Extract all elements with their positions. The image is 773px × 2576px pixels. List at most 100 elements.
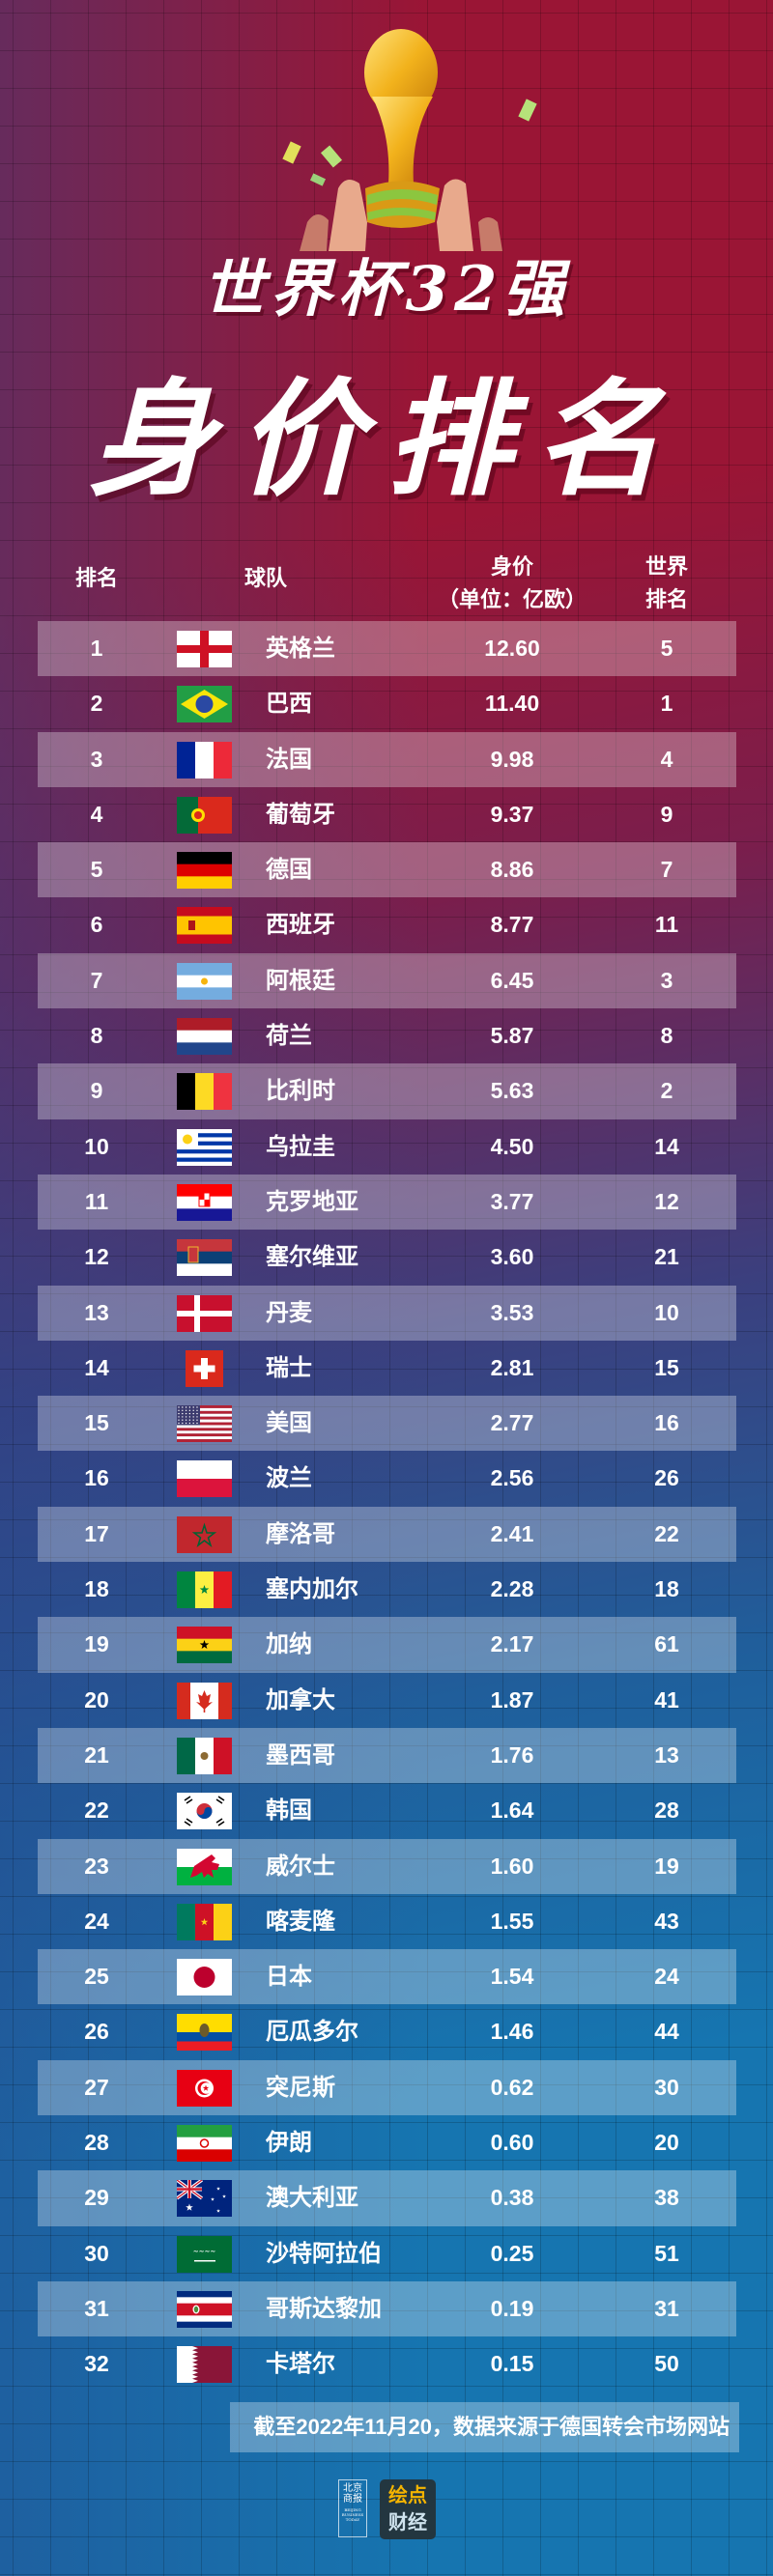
rank-cell: 18: [84, 1576, 109, 1602]
team-name-cell: 威尔士: [266, 1853, 335, 1880]
table-row: 20 加拿大 1.87 41: [0, 1673, 773, 1728]
rank-cell: 14: [84, 1354, 109, 1380]
serbia-flag-icon: [177, 1239, 232, 1277]
saudi-arabia-flag-icon: ~~~~: [177, 2235, 232, 2273]
wales-flag-icon: [177, 1848, 232, 1885]
world-rank-cell: 12: [654, 1188, 679, 1214]
table-row: 6 西班牙 8.77 11: [0, 897, 773, 952]
table-row: 28 伊朗 0.60 20: [0, 2115, 773, 2170]
usa-flag-icon: [177, 1405, 232, 1443]
world-rank-cell: 3: [660, 967, 673, 993]
table-row: 32 卡塔尔 0.15 50: [0, 2336, 773, 2392]
team-name-cell: 卡塔尔: [266, 2351, 335, 2378]
world-rank-cell: 44: [654, 2019, 679, 2045]
ecuador-flag-icon: [177, 2014, 232, 2052]
world-rank-cell: 2: [660, 1078, 673, 1104]
tunisia-flag-icon: [177, 2069, 232, 2107]
ranking-table: 1 英格兰 12.60 5 2 巴西 11.40 1 3 法国 9.98 4 4…: [0, 621, 773, 2392]
table-row: 18 塞内加尔 2.28 18: [0, 1562, 773, 1617]
world-rank-cell: 21: [654, 1244, 679, 1270]
cameroon-flag-icon: [177, 1903, 232, 1940]
world-rank-cell: 18: [654, 1576, 679, 1602]
market-value-cell: 12.60: [484, 636, 540, 661]
team-name-cell: 阿根廷: [266, 967, 335, 994]
title-line-2: 身价排名: [88, 365, 684, 513]
rank-cell: 16: [84, 1465, 109, 1491]
market-value-cell: 1.87: [490, 1686, 534, 1713]
rank-cell: 13: [84, 1299, 109, 1325]
croatia-flag-icon: [177, 1183, 232, 1221]
rank-cell: 19: [84, 1631, 109, 1657]
senegal-flag-icon: [177, 1571, 232, 1609]
table-row: 31 哥斯达黎加 0.19 31: [0, 2280, 773, 2337]
confetti-icon: [282, 141, 301, 164]
world-rank-cell: 20: [654, 2130, 679, 2156]
world-rank-cell: 61: [654, 1631, 679, 1657]
huidian-caijing-logo: 绘点 财经: [380, 2479, 436, 2539]
table-row: 5 德国 8.86 7: [0, 842, 773, 898]
team-name-cell: 厄瓜多尔: [266, 2019, 358, 2046]
rank-cell: 1: [90, 636, 103, 661]
team-name-cell: 哥斯达黎加: [266, 2295, 382, 2322]
world-rank-cell: 31: [654, 2295, 679, 2321]
logo2-line1: 绘点: [388, 2485, 427, 2506]
table-row: 13 丹麦 3.53 10: [0, 1285, 773, 1342]
world-rank-cell: 16: [654, 1410, 679, 1436]
logo1-cn-text: 北京商报: [343, 2483, 362, 2505]
world-rank-cell: 24: [654, 1964, 679, 1990]
team-name-cell: 丹麦: [266, 1299, 312, 1326]
canada-flag-icon: [177, 1682, 232, 1719]
world-rank-cell: 9: [660, 801, 673, 827]
world-rank-cell: 10: [654, 1299, 679, 1325]
market-value-cell: 0.15: [490, 2351, 534, 2377]
world-rank-cell: 7: [660, 857, 673, 883]
world-rank-cell: 14: [654, 1133, 679, 1159]
world-rank-cell: 8: [660, 1023, 673, 1049]
south-korea-flag-icon: [177, 1793, 232, 1830]
market-value-cell: 8.77: [490, 912, 534, 938]
market-value-cell: 2.81: [490, 1354, 534, 1380]
team-name-cell: 法国: [266, 746, 312, 773]
market-value-cell: 6.45: [490, 967, 534, 993]
team-name-cell: 西班牙: [266, 912, 335, 939]
team-name-cell: 喀麦隆: [266, 1908, 335, 1935]
column-header-value-title: 身价: [490, 554, 533, 579]
world-rank-cell: 38: [654, 2185, 679, 2211]
rank-cell: 4: [90, 801, 103, 827]
team-name-cell: 巴西: [266, 691, 312, 718]
rank-cell: 17: [84, 1520, 109, 1546]
market-value-cell: 11.40: [484, 691, 540, 717]
rank-cell: 23: [84, 1853, 109, 1879]
market-value-cell: 1.54: [490, 1964, 534, 1990]
table-row: 17 摩洛哥 2.41 22: [0, 1506, 773, 1563]
table-row: 23 威尔士 1.60 19: [0, 1838, 773, 1895]
table-header: 排名 球队 身价 （单位：亿欧） 世界 排名: [0, 551, 773, 628]
market-value-cell: 1.55: [490, 1908, 534, 1934]
market-value-cell: 0.19: [490, 2295, 534, 2321]
rank-cell: 22: [84, 1798, 109, 1824]
rank-cell: 3: [90, 746, 103, 772]
rank-cell: 10: [84, 1133, 109, 1159]
rank-cell: 25: [84, 1964, 109, 1990]
team-name-cell: 波兰: [266, 1465, 312, 1492]
iran-flag-icon: [177, 2125, 232, 2163]
germany-flag-icon: [177, 852, 232, 890]
team-name-cell: 加拿大: [266, 1686, 335, 1713]
market-value-cell: 5.63: [490, 1078, 534, 1104]
table-row: 10 乌拉圭 4.50 14: [0, 1119, 773, 1175]
market-value-cell: 4.50: [490, 1133, 534, 1159]
market-value-cell: 2.17: [490, 1631, 534, 1657]
world-rank-cell: 28: [654, 1798, 679, 1824]
team-name-cell: 美国: [266, 1410, 312, 1437]
world-rank-cell: 11: [654, 912, 679, 938]
market-value-cell: 1.60: [490, 1853, 534, 1879]
market-value-cell: 3.53: [490, 1299, 534, 1325]
costa-rica-flag-icon: [177, 2290, 232, 2328]
netherlands-flag-icon: [177, 1018, 232, 1056]
rank-cell: 32: [84, 2351, 109, 2377]
team-name-cell: 德国: [266, 857, 312, 884]
england-flag-icon: [177, 631, 232, 667]
column-header-world-rank-line2: 排名: [644, 587, 688, 611]
market-value-cell: 1.46: [490, 2019, 534, 2045]
portugal-flag-icon: [177, 796, 232, 834]
